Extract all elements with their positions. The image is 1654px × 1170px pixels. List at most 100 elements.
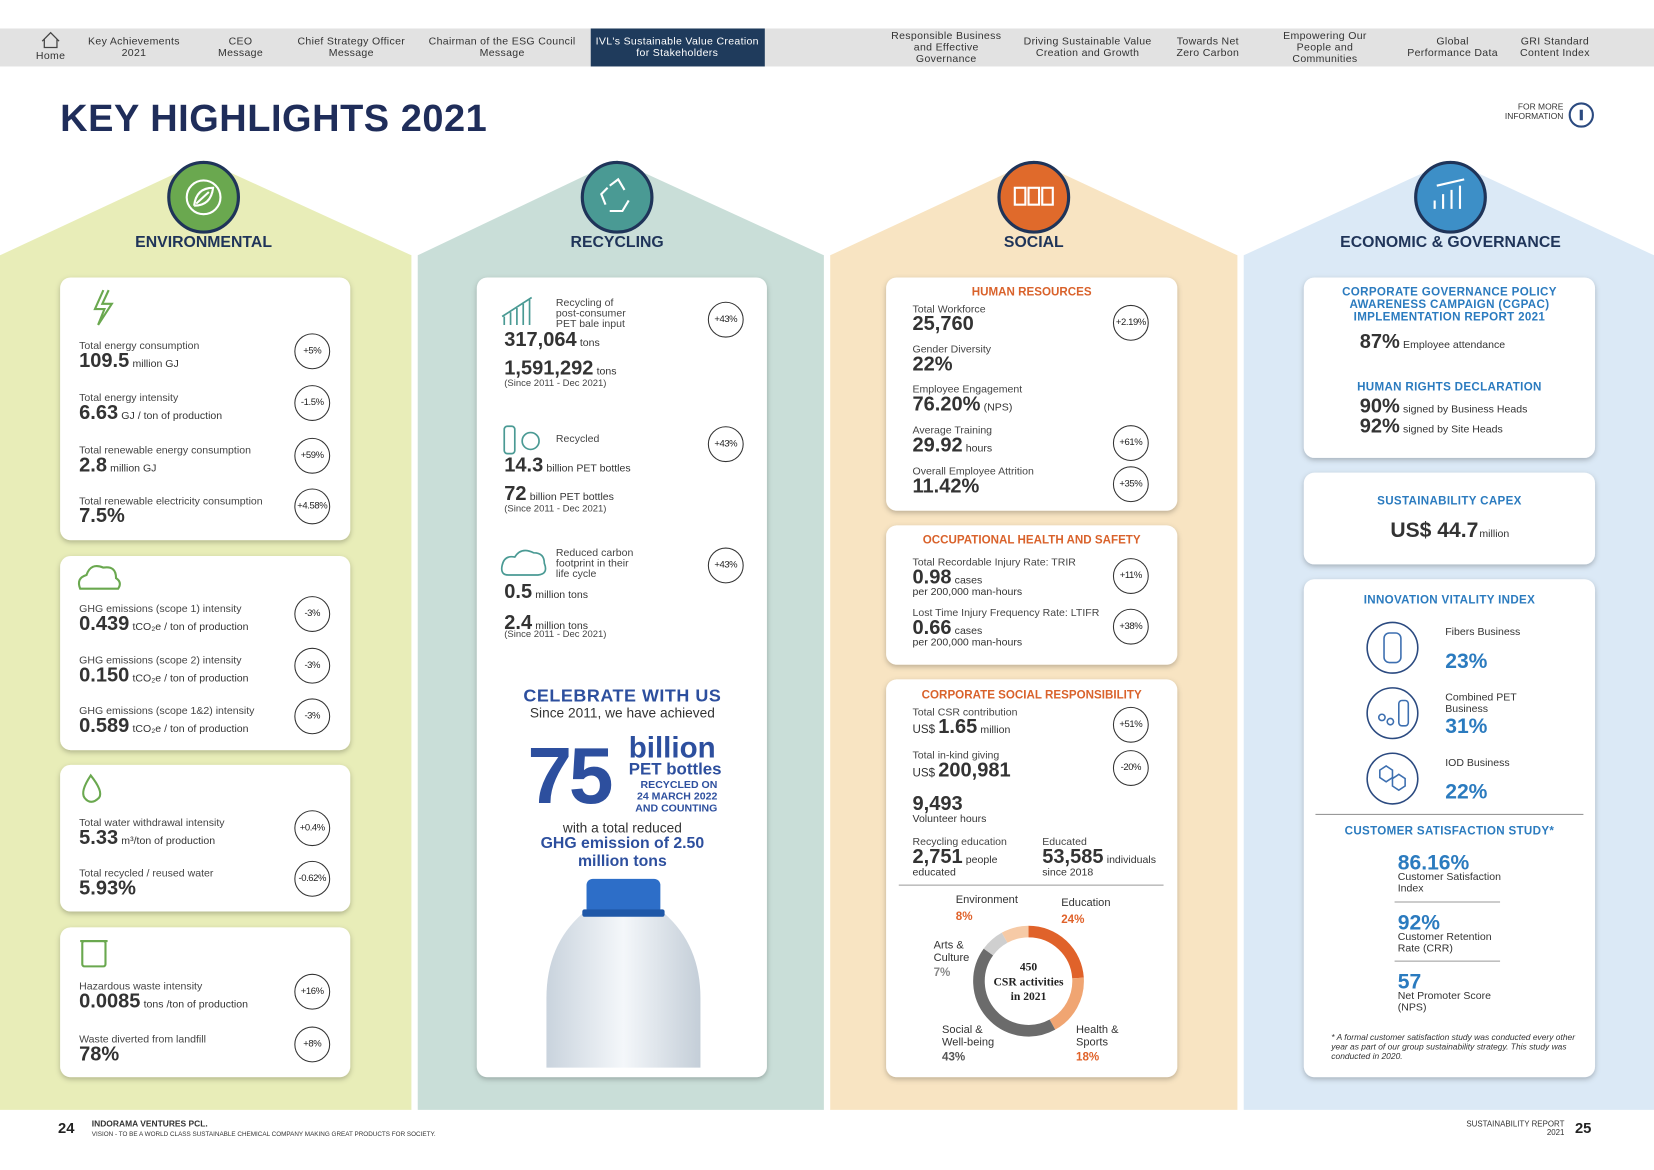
text-line: 2,751 people — [912, 846, 997, 869]
text-line: 53,585 individuals — [1042, 846, 1156, 869]
metric-prefix: US$ — [912, 766, 936, 780]
innovation-glyphs — [1377, 632, 1410, 792]
nav-item[interactable]: GRI Standard Content Index — [1520, 35, 1590, 60]
change-badge: -1.5% — [294, 385, 331, 421]
metric-value: 0.439 — [79, 612, 130, 636]
metric-unit: GJ / ton of production — [121, 410, 223, 422]
metric-label: Educated — [1042, 836, 1087, 849]
text-line: 2.4 million tons — [504, 611, 588, 635]
metric-unit: cases — [954, 574, 983, 587]
metric-unit: billion PET bottles — [546, 463, 631, 475]
nav-item[interactable]: IVL's Sustainable Value Creation for Sta… — [590, 28, 765, 67]
page-number: 24 — [58, 1119, 75, 1137]
celebrate-text: with a total reduced — [562, 819, 682, 836]
nav-item[interactable]: Chief Strategy Officer Message — [297, 35, 406, 60]
text-line: 2.8 million GJ — [79, 455, 156, 478]
donut-title: CSR activities in 2021 — [993, 975, 1064, 1004]
metric-label: Employee Engagement — [912, 384, 1023, 396]
metric-total: 1,591,292 — [504, 357, 594, 380]
text-line: US$ 44.7million — [1390, 519, 1509, 542]
change-badge: +11% — [1112, 558, 1149, 594]
metric-value: 92% — [1359, 415, 1400, 438]
metric-value: 90% — [1359, 395, 1400, 418]
metric-label: GHG emissions (scope 1&2) intensity — [79, 705, 255, 718]
text-line: 0.0085 tons /ton of production — [79, 991, 249, 1014]
donut-value: 8% — [955, 910, 973, 924]
page-title: KEY HIGHLIGHTS 2021 — [60, 96, 488, 140]
metric-value: 317,064 — [504, 329, 577, 352]
donut-segment — [1028, 925, 1084, 979]
metric-unit: tCO₂e / ton of production — [132, 723, 249, 736]
nav-item[interactable]: Driving Sustainable Value Creation and G… — [1023, 35, 1152, 60]
metric-note: since 2018 — [1042, 867, 1094, 879]
metric-label: Recycled — [555, 433, 600, 446]
metric-unit: cases — [954, 625, 983, 638]
metric-value: 200,981 — [938, 759, 1011, 782]
change-badge: +0.4% — [294, 810, 331, 847]
metric-value: 9,493 — [912, 793, 963, 816]
metric-value: 14.3 — [504, 454, 544, 477]
nav-item[interactable]: Chairman of the ESG Council Message — [428, 35, 576, 60]
donut-segment — [1049, 977, 1084, 1030]
section-heading: SOCIAL — [1003, 233, 1064, 252]
nav-item[interactable]: Key Achievements 2021 — [88, 35, 180, 60]
metric-note: per 200,000 man-hours — [912, 637, 1023, 649]
innovation-value: 22% — [1445, 780, 1488, 804]
more-info: FOR MORE INFORMATION — [1504, 102, 1564, 122]
metric-text: signed by Site Heads — [1403, 424, 1503, 436]
nav-item[interactable]: CEO Message — [218, 35, 264, 60]
metric-label: Recycling education — [912, 836, 1007, 849]
nav-item[interactable]: Home — [35, 50, 66, 62]
metric-label: GHG emissions (scope 2) intensity — [79, 655, 242, 667]
change-badge: +4.58% — [294, 488, 331, 525]
metric-unit: million GJ — [132, 358, 179, 371]
metric-value: 5.93% — [79, 877, 136, 900]
text-line: 5.33 m³/ton of production — [79, 827, 216, 850]
text-line: 92% signed by Site Heads — [1359, 415, 1503, 439]
celebrate-subtitle: Since 2011, we have achieved — [529, 704, 715, 721]
customer-value: 57 — [1397, 970, 1422, 994]
cards — [60, 277, 1596, 1078]
metric-period: (Since 2011 - Dec 2021) — [504, 377, 607, 389]
recycling-card-icons — [500, 296, 547, 576]
nav-item[interactable]: Towards Net Zero Carbon — [1176, 35, 1240, 60]
metric-unit: tons /ton of production — [143, 999, 249, 1011]
nav-item[interactable]: Global Performance Data — [1407, 35, 1498, 60]
metric-value: 2,751 — [912, 846, 963, 869]
metric-label: GHG emissions (scope 1) intensity — [79, 603, 242, 616]
change-badge: +43% — [707, 426, 744, 463]
innovation-name: Combined PET Business — [1445, 692, 1517, 716]
metric-note: per 200,000 man-hours — [912, 586, 1023, 599]
celebrate-date: RECYCLED ON 24 MARCH 2022 AND COUNTING — [635, 779, 718, 815]
metric-value: 7.5% — [79, 505, 125, 528]
change-badge: +2.19% — [1112, 304, 1149, 341]
metric-value: 109.5 — [79, 350, 130, 373]
metric-label: Total renewable electricity consumption — [79, 495, 263, 508]
nav-item[interactable]: Empowering Our People and Communities — [1283, 30, 1367, 65]
text-line: 317,064 tons — [504, 329, 600, 352]
metric-total: 2.4 — [504, 611, 533, 635]
innovation-name: IOD Business — [1445, 757, 1510, 770]
metric-prefix: US$ — [912, 723, 936, 737]
text-line: US$ 200,981 — [912, 759, 1011, 783]
section-heading: ENVIRONMENTAL — [135, 233, 273, 252]
celebrate-object: PET bottles — [628, 760, 722, 779]
change-badge: -3% — [294, 647, 331, 684]
nav-item[interactable]: Responsible Business and Effective Gover… — [891, 30, 1002, 65]
metric-value: 5.33 — [79, 827, 119, 850]
metric-text: Employee attendance — [1403, 339, 1506, 352]
text-line: 7.5% — [79, 505, 125, 528]
bottle-illustration — [546, 878, 701, 1068]
metric-value: 0.98 — [912, 566, 952, 589]
text-line: 72 billion PET bottles — [504, 483, 614, 506]
metric-value: 29.92 — [912, 434, 963, 457]
metric-unit: tons — [579, 337, 600, 350]
metric-value: 0.66 — [912, 617, 952, 640]
metric-unit: m³/ton of production — [121, 835, 216, 848]
celebrate-number: 75 — [527, 731, 613, 821]
card-title: HUMAN RIGHTS DECLARATION — [1357, 380, 1542, 394]
text-line: 0.439 tCO₂e / ton of production — [79, 612, 248, 636]
metric-value: 0.150 — [79, 664, 130, 687]
